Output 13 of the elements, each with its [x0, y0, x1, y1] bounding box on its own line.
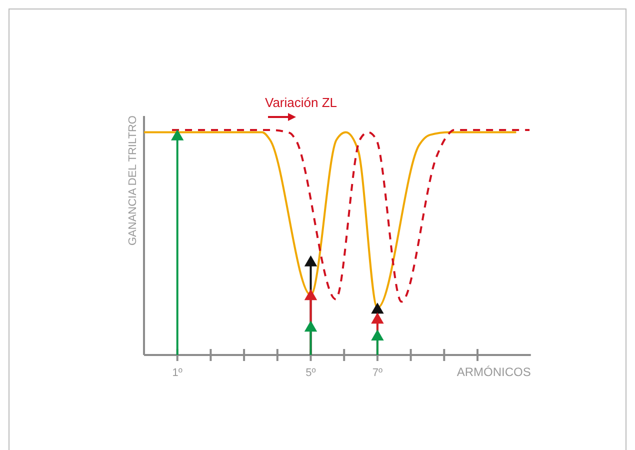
- x-axis-title: ARMÓNICOS: [456, 365, 531, 379]
- point: [371, 302, 384, 314]
- point: [371, 329, 384, 340]
- point: [304, 255, 318, 266]
- x-tick-label: 1º: [172, 367, 182, 379]
- x-tick-label: 7º: [372, 367, 383, 379]
- point: [304, 320, 318, 332]
- text: Variación ZL: [265, 95, 338, 110]
- point: [304, 289, 318, 300]
- point: [371, 312, 384, 324]
- point: [170, 129, 184, 140]
- y-axis-title: GANANCIA DEL TRILTRO: [127, 115, 139, 246]
- x-tick-label: 5º: [306, 367, 316, 379]
